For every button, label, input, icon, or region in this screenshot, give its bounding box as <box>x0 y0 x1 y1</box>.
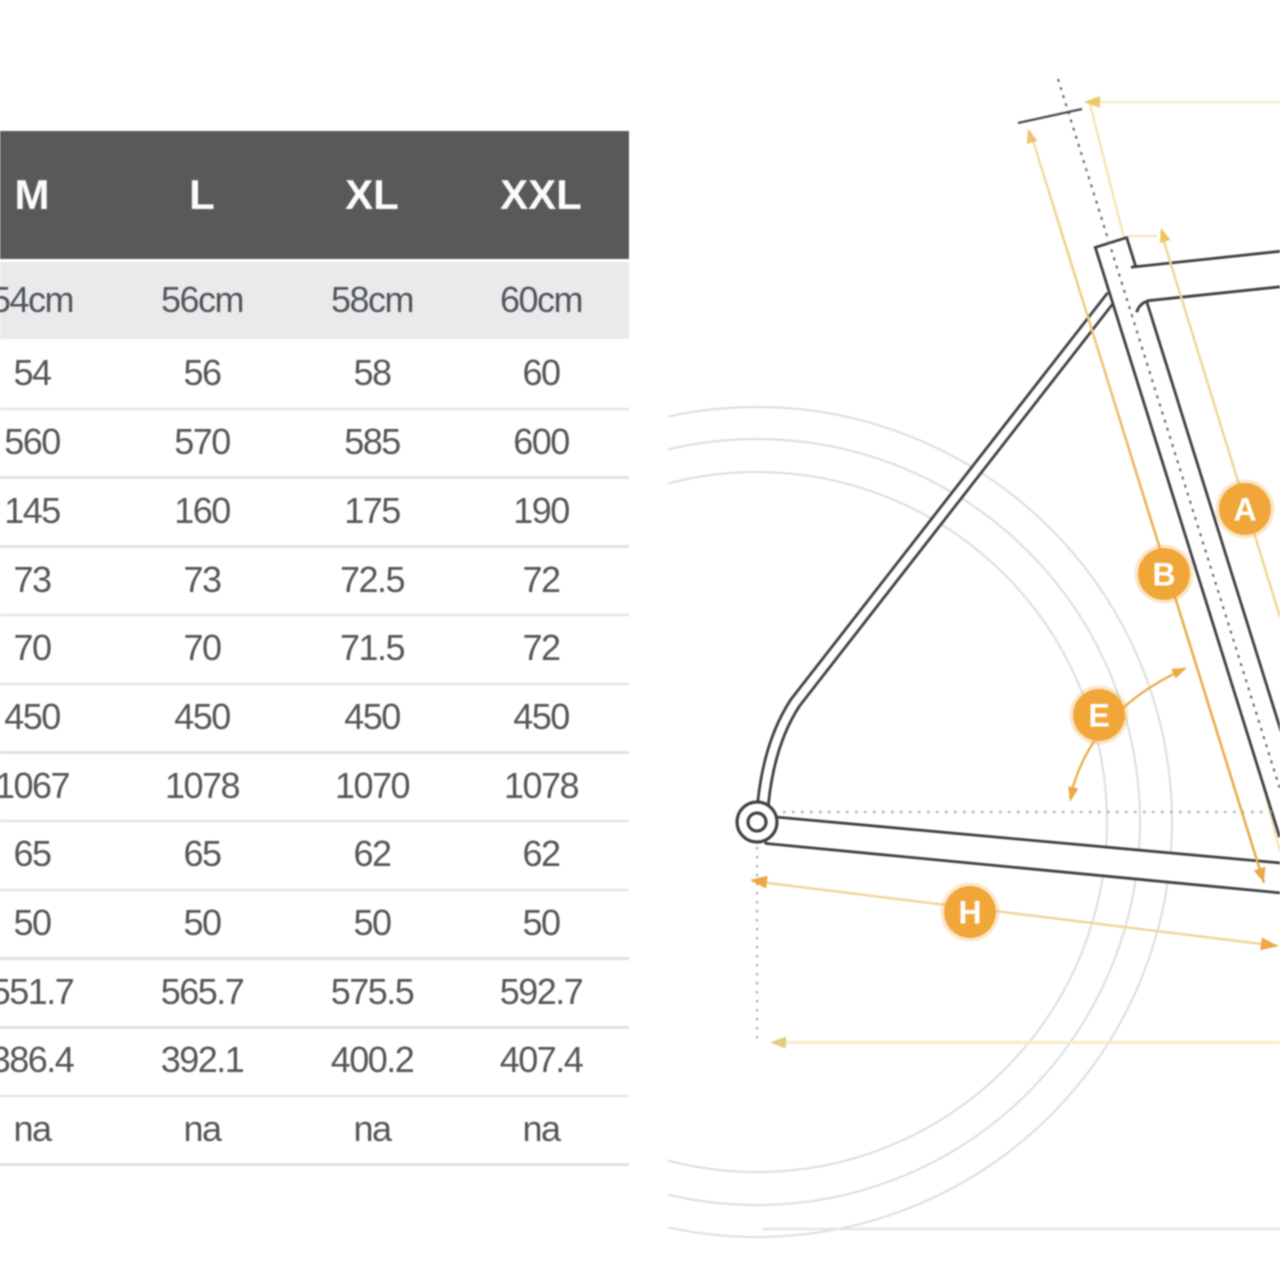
svg-text:E: E <box>1088 698 1109 734</box>
svg-text:B: B <box>1152 557 1175 593</box>
svg-text:H: H <box>958 895 981 931</box>
svg-text:A: A <box>1233 492 1256 528</box>
